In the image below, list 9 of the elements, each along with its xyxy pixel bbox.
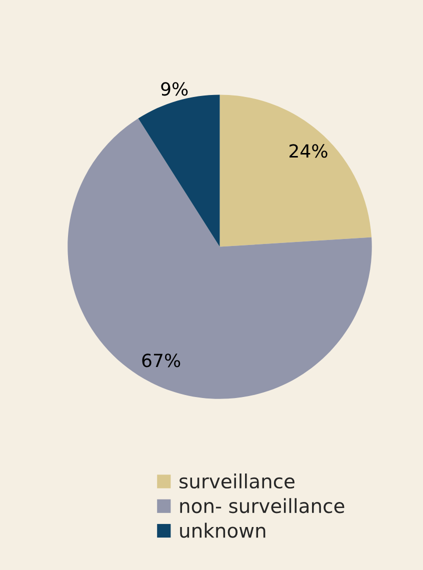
pie-slice bbox=[220, 94, 372, 247]
pie-slice bbox=[68, 118, 372, 399]
data-label: 24% bbox=[290, 144, 328, 158]
legend-label: non- surveillance bbox=[180, 498, 344, 514]
pie-slice bbox=[138, 94, 220, 247]
legend-label: surveillance bbox=[180, 474, 294, 489]
data-label: 67% bbox=[142, 354, 180, 368]
legend-label: unknown bbox=[180, 522, 266, 538]
data-label: 9% bbox=[161, 82, 188, 96]
